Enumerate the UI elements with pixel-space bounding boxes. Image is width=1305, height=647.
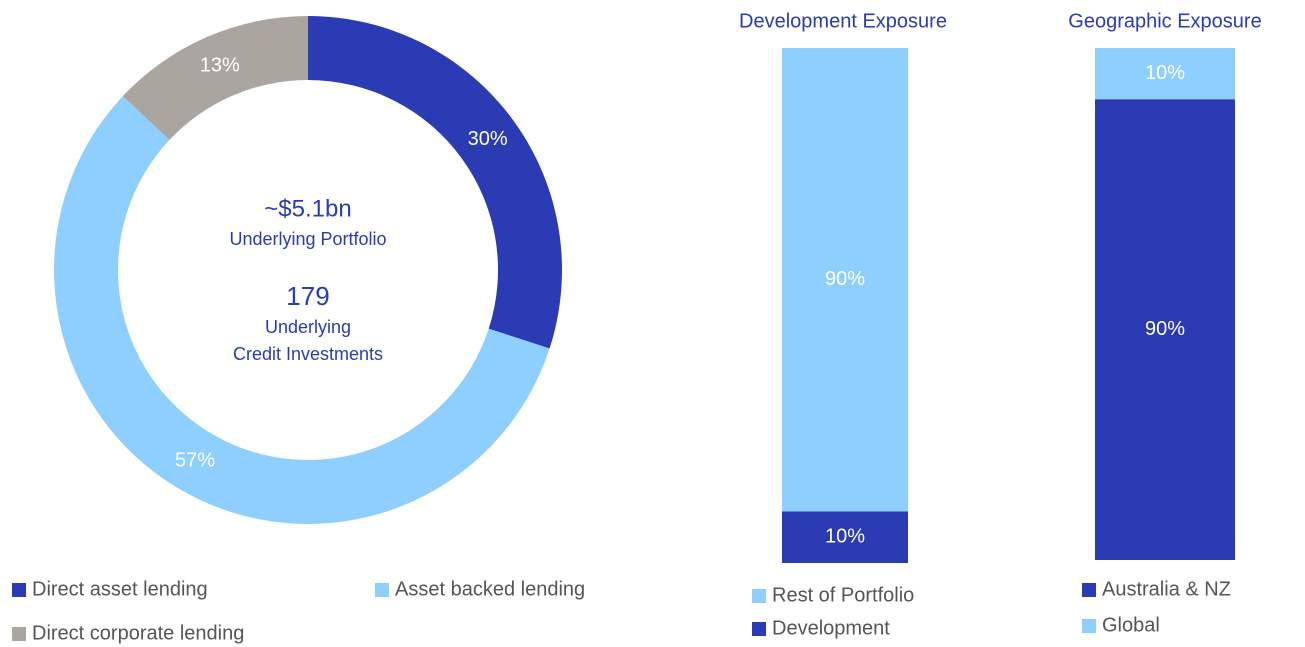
legend-label: Global [1102, 614, 1160, 636]
legend-label: Direct asset lending [32, 578, 208, 600]
chart-title: Geographic Exposure [1068, 10, 1261, 32]
bar-segment [782, 48, 908, 512]
legend-label: Rest of Portfolio [772, 584, 914, 606]
slice-label: 30% [468, 128, 508, 150]
center-text: 179 [286, 281, 329, 311]
legend-swatch [752, 589, 766, 603]
legend-swatch [1082, 619, 1096, 633]
segment-label: 10% [825, 526, 865, 548]
center-text: Credit Investments [233, 344, 383, 364]
legend-label: Development [772, 617, 890, 639]
donut-slice [54, 96, 550, 524]
slice-label: 13% [200, 55, 240, 77]
legend-swatch [12, 627, 26, 641]
legend-swatch [752, 622, 766, 636]
bar-segment [782, 511, 908, 563]
segment-label: 10% [1145, 62, 1185, 84]
legend-swatch [1082, 583, 1096, 597]
segment-label: 90% [1145, 318, 1185, 340]
donut-slice [122, 16, 308, 140]
bar-segment [1095, 48, 1235, 100]
bar-segment [1095, 99, 1235, 560]
legend-swatch [12, 583, 26, 597]
center-text: Underlying Portfolio [229, 229, 386, 249]
center-text: ~$5.1bn [264, 195, 351, 222]
center-text: Underlying [265, 317, 351, 337]
chart-title: Development Exposure [739, 10, 947, 32]
slice-label: 57% [175, 449, 215, 471]
donut-slice [308, 16, 562, 349]
legend-swatch [375, 583, 389, 597]
legend-label: Australia & NZ [1102, 578, 1231, 600]
legend-label: Direct corporate lending [32, 622, 244, 644]
segment-label: 90% [825, 268, 865, 290]
legend-label: Asset backed lending [395, 578, 585, 600]
